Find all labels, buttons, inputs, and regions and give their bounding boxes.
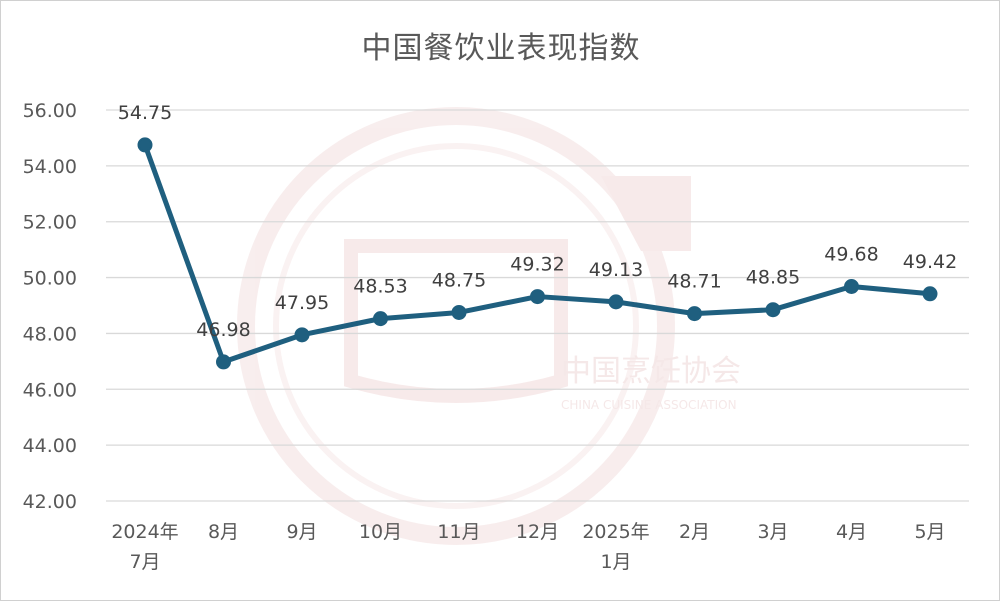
x-tick-line: 2025年 [582,521,649,543]
data-point [294,327,310,343]
x-tick-line: 2月 [679,521,710,543]
x-tick-line: 5月 [914,521,945,543]
watermark-name: 中国烹饪协会 [561,354,741,389]
association-watermark: 中国烹饪协会 CHINA CUISINE ASSOCIATION [237,107,741,545]
x-tick-label: 5月 [914,521,945,543]
data-label: 48.53 [353,276,407,298]
data-point [216,354,231,370]
data-label: 49.13 [589,259,643,281]
data-point [765,302,781,318]
x-tick-line: 9月 [286,521,317,543]
y-tick-label: 44.00 [23,435,77,457]
data-point [373,311,388,327]
data-point [608,294,624,310]
x-tick-line: 10月 [359,521,402,543]
data-label: 48.85 [746,267,800,289]
series [137,137,938,370]
data-point [530,289,545,305]
x-tick-label: 11月 [437,521,480,543]
x-tick-line: 3月 [757,521,788,543]
data-labels: 54.75 46.98 47.95 48.53 48.75 49.32 49.13 48.71… [118,102,957,341]
x-tick-label: 8月 [208,521,239,543]
data-label: 46.98 [196,319,250,341]
x-tick-label: 10月 [359,521,402,543]
watermark-english: CHINA CUISINE ASSOCIATION [561,398,737,412]
chart-title: 中国餐饮业表现指数 [361,31,641,66]
y-tick-label: 54.00 [23,156,77,178]
y-tick-label: 46.00 [23,379,77,401]
x-tick-label: 9月 [286,521,317,543]
x-axis: 2024年 7月 8月 9月 10月 11月 12月 2025年 1月 2月 3月 4月 5月 [111,521,945,573]
data-point [687,306,702,322]
y-tick-label: 50.00 [23,268,77,290]
x-tick-line: 4月 [836,521,867,543]
x-tick-line: 12月 [516,521,559,543]
grid [106,109,969,502]
x-tick-label: 12月 [516,521,559,543]
x-tick-line: 1月 [600,551,631,573]
data-label: 48.75 [432,269,486,291]
x-tick-line: 7月 [129,551,160,573]
data-label: 49.32 [510,254,564,276]
x-tick-label: 2025年 1月 [582,521,649,573]
data-point [922,286,938,302]
y-tick-label: 52.00 [23,212,77,234]
data-point [844,279,859,295]
x-tick-label: 3月 [757,521,788,543]
data-label: 49.68 [824,244,878,266]
data-label: 49.42 [903,251,957,273]
x-tick-line: 11月 [437,521,480,543]
x-tick-label: 2024年 7月 [111,521,178,573]
data-label: 54.75 [118,102,172,124]
y-tick-label: 48.00 [23,323,77,345]
y-tick-label: 42.00 [23,491,77,513]
x-tick-line: 8月 [208,521,239,543]
x-tick-label: 4月 [836,521,867,543]
y-tick-label: 56.00 [23,100,77,122]
data-label: 48.71 [667,271,721,293]
data-point [451,304,467,320]
x-tick-label: 2月 [679,521,710,543]
y-axis: 42.00 44.00 46.00 48.00 50.00 52.00 54.00 56.00 [23,100,77,513]
data-label: 47.95 [275,292,329,314]
x-tick-line: 2024年 [111,521,178,543]
data-point [137,137,153,153]
